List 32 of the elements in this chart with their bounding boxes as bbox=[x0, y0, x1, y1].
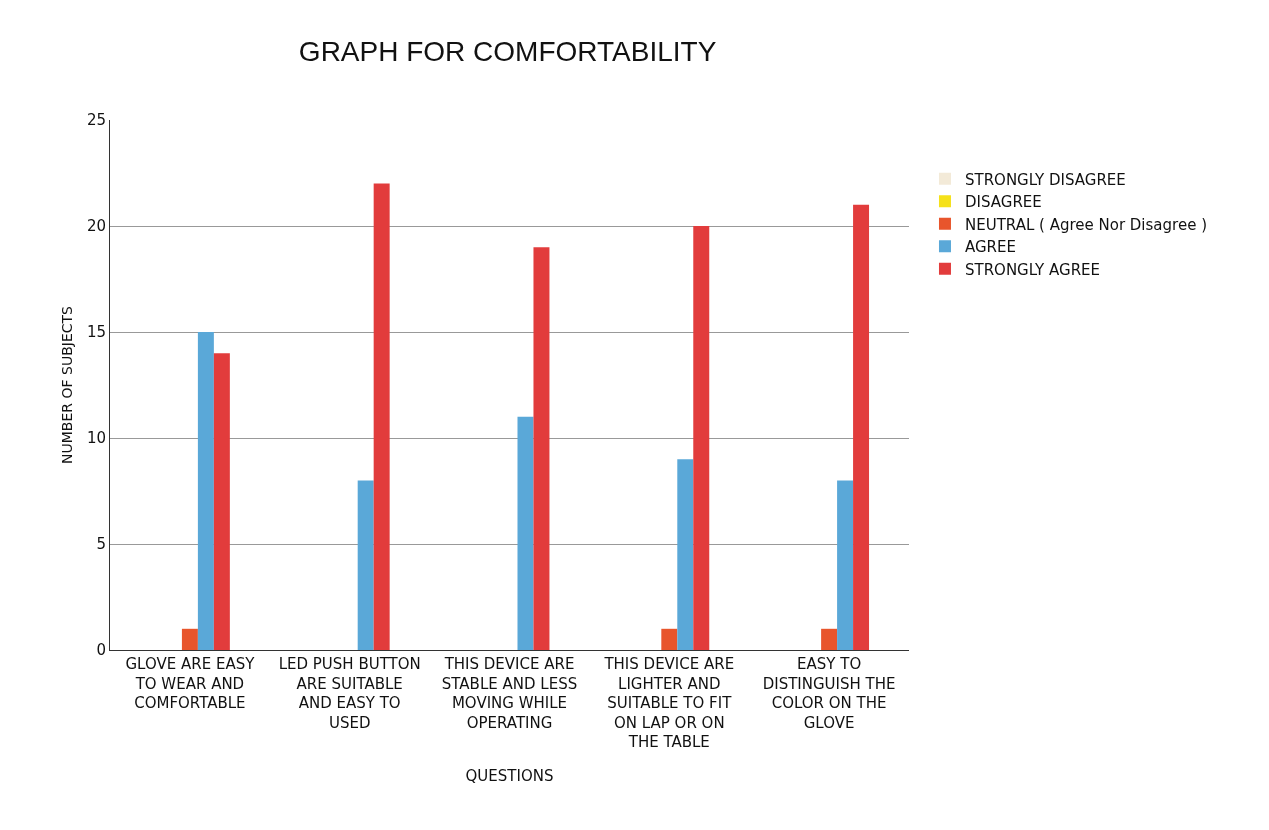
legend-label: STRONGLY AGREE bbox=[964, 260, 1101, 279]
x-tick-label: THIS DEVICE ARE LIGHTER AND SUITABLE TO FIT ON LAP OR ON THE TABLE bbox=[603, 655, 735, 751]
y-tick-label: 15 bbox=[86, 323, 106, 342]
y-axis-title: NUMBER OF SUBJECTS bbox=[59, 305, 75, 464]
bar bbox=[837, 480, 854, 650]
bar bbox=[853, 204, 870, 650]
x-axis-title: QUESTIONS bbox=[465, 767, 554, 785]
y-tick-label: 5 bbox=[96, 535, 106, 554]
bar bbox=[213, 353, 230, 650]
bar bbox=[357, 480, 374, 650]
chart-title: GRAPH FOR COMFORTABILITY bbox=[298, 36, 717, 68]
legend-label: DISAGREE bbox=[964, 193, 1042, 211]
x-tick-label: THIS DEVICE ARE STABLE AND LESS MOVING WHILE OPERATING bbox=[441, 655, 578, 732]
y-tick-label: 10 bbox=[86, 429, 106, 448]
bar bbox=[677, 459, 694, 650]
legend-label: AGREE bbox=[964, 238, 1016, 256]
x-tick-label: EASY TO DISTINGUISH THE COLOR ON THE GLOVE bbox=[762, 655, 896, 732]
legend-label: STRONGLY DISAGREE bbox=[964, 170, 1126, 189]
bar bbox=[517, 416, 534, 650]
y-tick-label: 0 bbox=[96, 641, 106, 660]
y-tick-label: 25 bbox=[86, 111, 106, 130]
bar bbox=[533, 247, 550, 650]
legend-label: NEUTRAL ( Agree Nor Disagree ) bbox=[964, 215, 1207, 234]
bar bbox=[197, 332, 214, 650]
bar bbox=[661, 628, 678, 650]
bar bbox=[373, 183, 390, 650]
x-tick-label: LED PUSH BUTTON ARE SUITABLE AND EASY TO USED bbox=[278, 655, 421, 732]
y-tick-label: 20 bbox=[86, 217, 106, 236]
bar bbox=[821, 628, 838, 650]
x-tick-label: GLOVE ARE EASY TO WEAR AND COMFORTABLE bbox=[125, 655, 256, 712]
bar bbox=[181, 628, 198, 650]
bar bbox=[693, 226, 710, 650]
